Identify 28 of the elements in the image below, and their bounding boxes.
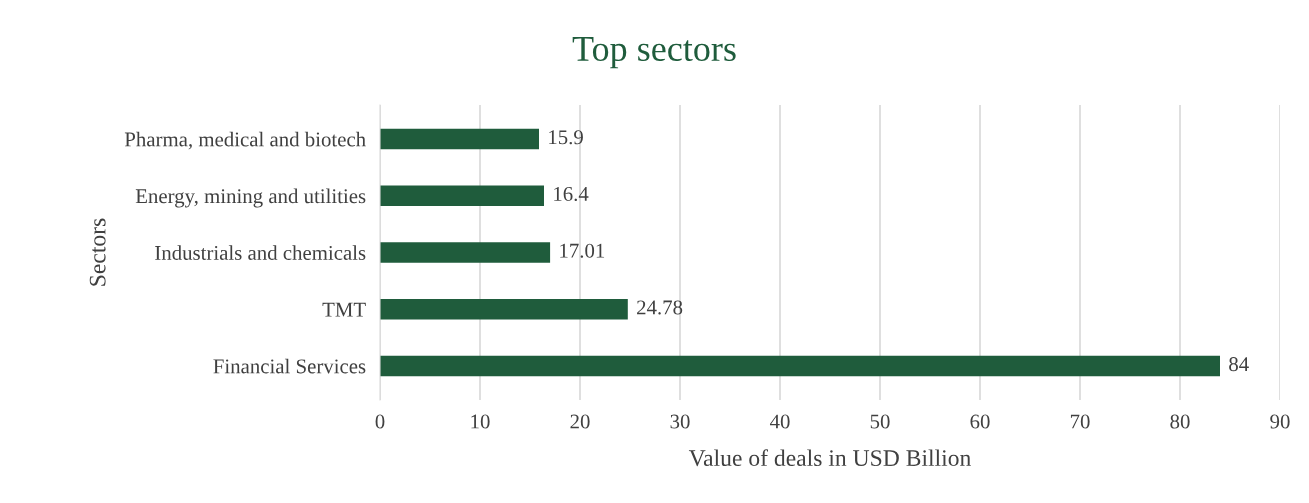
y-tick-label: Financial Services <box>213 358 366 374</box>
x-tick-label: 0 <box>375 414 385 429</box>
y-tick-label: Energy, mining and utilities <box>135 188 366 208</box>
text: 24.78 <box>637 300 683 315</box>
x-tick-label: 70 <box>1070 414 1090 429</box>
bar <box>380 185 544 206</box>
y-tick-label: Pharma, medical and biotech <box>124 131 366 150</box>
x-tick-label: 80 <box>1170 414 1190 429</box>
y-tick-label: Industrials and chemicals <box>155 245 366 260</box>
x-axis-title: Value of deals in USD Billion <box>688 449 971 467</box>
bar <box>380 242 551 263</box>
x-tick-label: 40 <box>769 414 790 429</box>
text: 15.9 <box>549 130 583 145</box>
x-tick-label: 60 <box>970 414 990 429</box>
bar <box>380 128 539 150</box>
y-axis-title: Sectors <box>89 218 106 286</box>
x-tick-label: 90 <box>1270 414 1290 429</box>
chart-title: Top sectors <box>572 37 736 69</box>
text: 17.01 <box>560 243 605 258</box>
text: 16.4 <box>554 186 589 202</box>
bar <box>380 355 1220 377</box>
x-tick-label: 10 <box>471 414 490 429</box>
bar <box>380 299 628 320</box>
x-tick-label: 50 <box>870 414 890 429</box>
y-tick-label: TMT <box>322 302 366 317</box>
x-tick-label: 30 <box>670 414 690 429</box>
x-tick-label: 20 <box>570 414 590 429</box>
text: 84 <box>1229 357 1249 372</box>
